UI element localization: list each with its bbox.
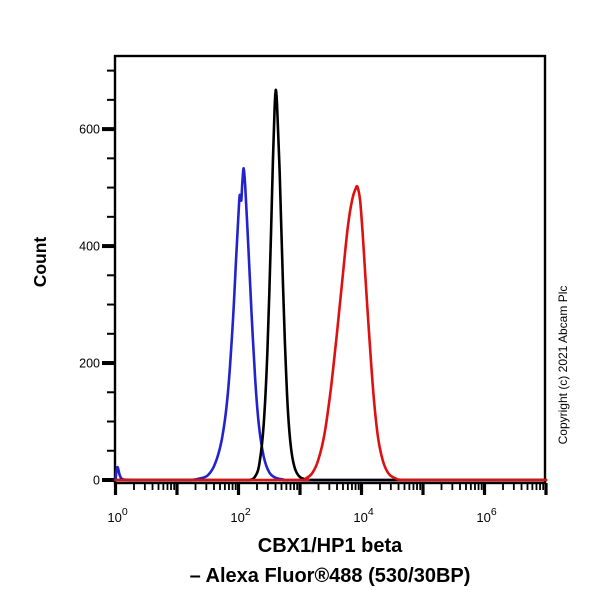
y-tick-label: 400	[79, 240, 100, 254]
x-tick-label: 102	[230, 506, 250, 525]
chart-title-line2: – Alexa Fluor®488 (530/30BP)	[190, 565, 471, 587]
y-axis-tick-labels: 0 200 400 600	[79, 123, 100, 488]
y-axis-title: Count	[30, 237, 50, 288]
x-axis-tick-labels: 100 102 104 106	[107, 506, 496, 525]
x-axis-ticks	[113, 483, 548, 495]
copyright-notice: Copyright (c) 2021 Abcam Plc	[556, 286, 570, 445]
histogram-curves	[114, 88, 548, 482]
y-tick-label: 0	[93, 474, 100, 488]
chart-title-line1: CBX1/HP1 beta	[258, 535, 403, 557]
curve-red-histogram	[114, 184, 548, 482]
y-axis-ticks	[102, 69, 115, 482]
curve-black-histogram	[114, 88, 548, 482]
curve-blue-histogram	[114, 166, 548, 482]
x-tick-label: 106	[476, 506, 496, 525]
x-tick-label: 100	[107, 506, 127, 525]
y-tick-label: 600	[79, 123, 100, 137]
x-tick-label: 104	[353, 506, 373, 525]
plot-frame	[113, 54, 547, 485]
y-tick-label: 200	[79, 357, 100, 371]
